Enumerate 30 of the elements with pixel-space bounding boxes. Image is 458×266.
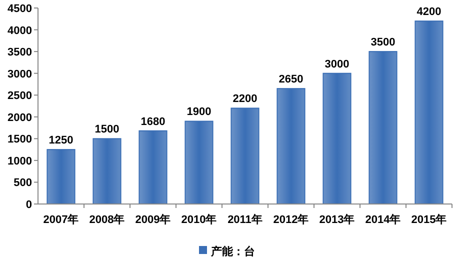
y-tick-label: 2000 [8, 112, 32, 124]
y-tick-label: 3000 [8, 68, 32, 80]
x-tick-label: 2013年 [319, 213, 355, 226]
y-tick-label: 0 [26, 199, 32, 211]
data-label: 4200 [416, 6, 442, 18]
data-label: 2200 [232, 93, 258, 106]
x-tick-label: 2011年 [228, 213, 262, 226]
x-tick-label: 2010年 [181, 213, 217, 226]
x-tick-label: 2015年 [411, 213, 447, 226]
x-tick-label: 2012年 [273, 213, 309, 226]
y-tick-label: 2500 [8, 90, 32, 102]
data-label: 2650 [278, 74, 304, 86]
data-label: 1680 [140, 116, 166, 128]
legend-label: 产能：台 [210, 245, 255, 258]
x-tick-label: 2014年 [365, 213, 401, 226]
data-label: 3000 [324, 58, 350, 70]
x-tick-label: 2007年 [43, 213, 79, 226]
y-tick-label: 4500 [8, 3, 32, 15]
data-label: 1500 [94, 124, 120, 136]
data-label: 1900 [186, 106, 212, 118]
y-tick-label: 3500 [8, 46, 32, 59]
x-tick-label: 2008年 [89, 213, 125, 226]
data-label: 3500 [370, 36, 396, 49]
y-tick-label: 500 [14, 177, 32, 190]
y-tick-label: 4000 [8, 24, 32, 37]
x-tick-label: 2009年 [135, 213, 171, 226]
legend: 产能：台 [199, 246, 255, 258]
y-tick-label: 1500 [8, 134, 32, 146]
data-label: 1250 [48, 134, 74, 147]
y-tick-label: 1000 [8, 155, 32, 168]
